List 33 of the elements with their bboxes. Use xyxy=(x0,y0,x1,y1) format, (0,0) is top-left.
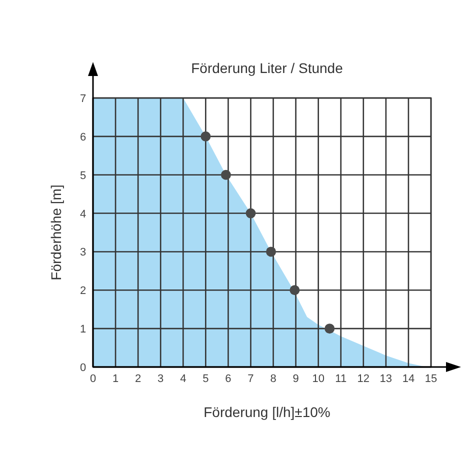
x-tick-label: 4 xyxy=(180,373,186,385)
y-tick-label: 0 xyxy=(80,362,86,374)
point xyxy=(266,246,276,257)
x-tick-label: 5 xyxy=(202,373,209,385)
y-tick-label: 3 xyxy=(80,246,86,259)
x-tick-label: 8 xyxy=(270,373,276,385)
point xyxy=(220,170,231,180)
y-tick-label: 4 xyxy=(80,208,86,220)
y-tick-label: 5 xyxy=(80,170,86,182)
y-tick-label: 2 xyxy=(80,285,86,298)
y-axis-title: Förderhöhe [m] xyxy=(48,184,64,280)
x-axis-title: Förderung [l/h]±10% xyxy=(204,404,330,420)
x-tick-label: 11 xyxy=(335,373,347,385)
x-tick-label: 3 xyxy=(158,373,164,385)
x-tick-label: 15 xyxy=(424,373,438,385)
x-tick-label: 1 xyxy=(112,373,119,385)
x-tick-label: 0 xyxy=(90,373,96,385)
x-tick-label: 2 xyxy=(135,373,142,385)
chart-title: Förderung Liter / Stunde xyxy=(191,60,344,76)
point xyxy=(290,285,300,296)
y-tick-label: 6 xyxy=(80,131,86,144)
x-tick-label: 7 xyxy=(248,373,254,385)
point xyxy=(246,208,256,218)
point xyxy=(324,324,335,334)
x-tick-label: 14 xyxy=(402,373,415,385)
x-tick-label: 6 xyxy=(225,373,232,385)
point xyxy=(200,131,211,142)
y-tick-label: 1 xyxy=(80,324,86,336)
x-tick-label: 13 xyxy=(380,373,392,385)
x-tick-label: 9 xyxy=(292,373,299,385)
x-tick-label: 10 xyxy=(312,373,324,385)
x-tick-label: 12 xyxy=(357,373,370,385)
y-tick-label: 7 xyxy=(80,93,86,105)
